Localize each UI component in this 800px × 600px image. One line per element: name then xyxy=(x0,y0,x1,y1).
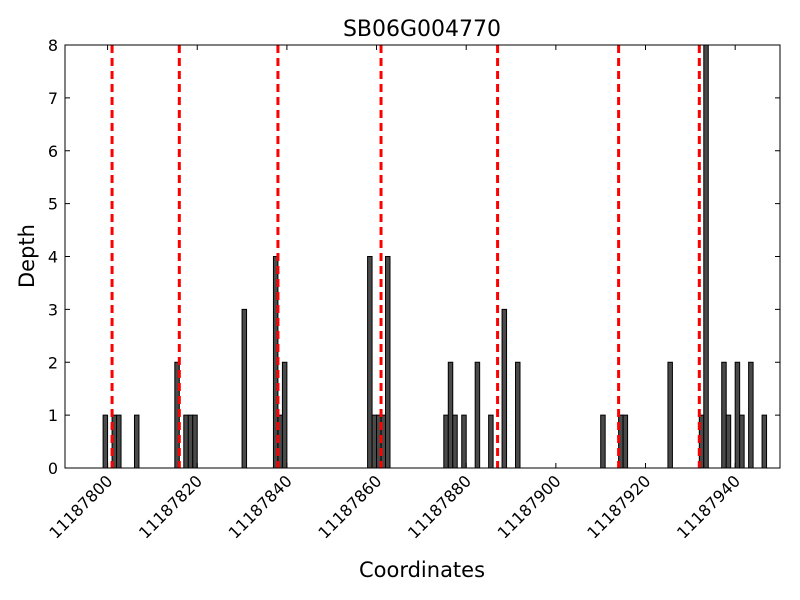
x-tick-label: 11187940 xyxy=(673,471,744,542)
depth-bar xyxy=(133,414,140,469)
y-tick-label: 0 xyxy=(48,459,58,478)
y-axis-label: Depth xyxy=(15,224,39,288)
x-tick-label: 11187820 xyxy=(135,471,206,542)
x-tick-label: 11187800 xyxy=(45,471,116,542)
exon-boundary-lines xyxy=(110,45,701,468)
depth-bar xyxy=(452,414,458,469)
depth-bar xyxy=(367,256,373,469)
depth-bar xyxy=(447,361,454,469)
depth-bar xyxy=(600,414,606,469)
x-tick-label: 11187840 xyxy=(225,471,296,542)
depth-bar xyxy=(667,361,673,469)
depth-bar xyxy=(501,308,508,469)
y-axis: 0 1 2 3 4 5 6 7 8 xyxy=(48,36,780,478)
depth-bar xyxy=(461,414,467,469)
depth-bar xyxy=(703,44,709,469)
depth-bar xyxy=(281,361,288,469)
y-tick-label: 6 xyxy=(48,142,58,161)
depth-bar xyxy=(622,414,629,469)
depth-bar xyxy=(192,414,198,469)
depth-bar xyxy=(761,414,768,469)
depth-bar xyxy=(371,414,378,469)
depth-bar xyxy=(385,256,391,469)
depth-bar xyxy=(725,414,732,469)
depth-bar xyxy=(241,308,248,469)
depth-bar xyxy=(116,414,122,469)
depth-bar xyxy=(721,361,727,469)
depth-bar xyxy=(734,361,741,469)
y-tick-label: 1 xyxy=(48,406,58,425)
x-tick-label: 11187860 xyxy=(314,471,385,542)
y-tick-label: 4 xyxy=(48,248,58,267)
y-tick-label: 3 xyxy=(48,300,58,319)
depth-bar xyxy=(739,414,745,469)
depth-bar xyxy=(102,414,109,469)
depth-bar xyxy=(474,361,481,469)
x-tick-label: 11187880 xyxy=(404,471,475,542)
depth-bar xyxy=(488,414,494,469)
y-tick-label: 8 xyxy=(48,36,58,55)
x-axis-label: Coordinates xyxy=(359,558,485,582)
y-tick-label: 2 xyxy=(48,353,58,372)
y-tick-label: 7 xyxy=(48,89,58,108)
chart-title: SB06G004770 xyxy=(343,17,501,42)
depth-bar xyxy=(748,361,754,469)
x-tick-label: 11187920 xyxy=(583,471,654,542)
x-tick-label: 11187900 xyxy=(494,471,565,542)
depth-bar xyxy=(515,361,521,469)
depth-bar xyxy=(187,414,194,469)
y-tick-label: 5 xyxy=(48,195,58,214)
depth-bar xyxy=(443,414,449,469)
bars-layer xyxy=(102,44,768,469)
depth-bar xyxy=(183,414,189,469)
